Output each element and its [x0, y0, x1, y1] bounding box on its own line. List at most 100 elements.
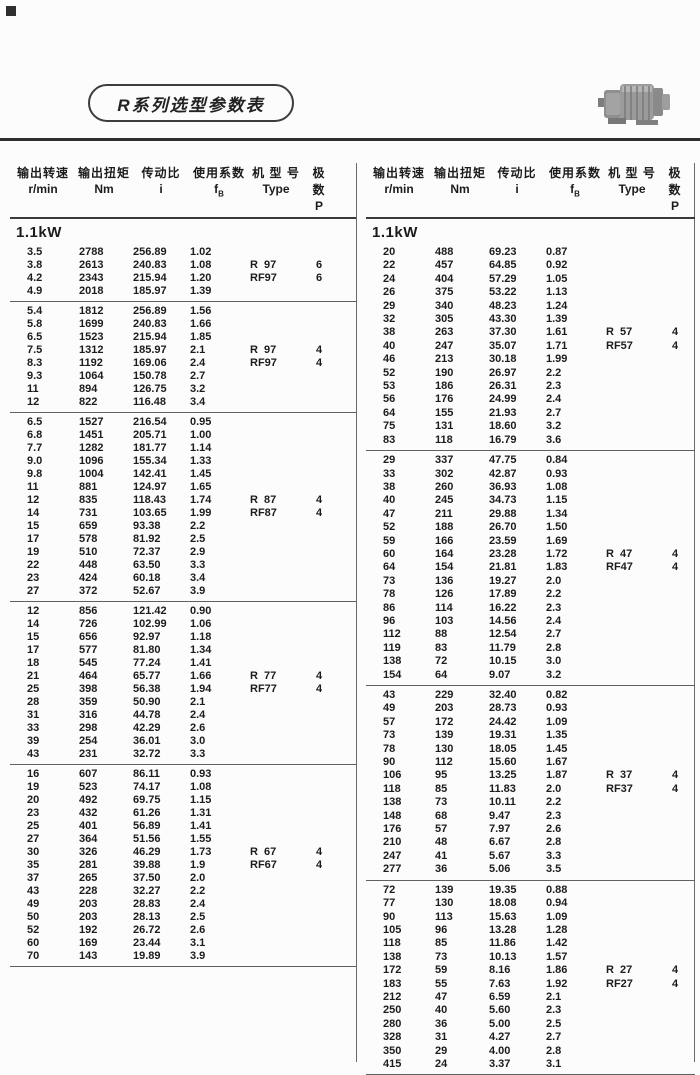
gearmotor-illustration [598, 84, 670, 125]
cell-poles [660, 246, 690, 259]
cell-service-factor: 1.09 [546, 910, 568, 923]
cell-service-factor: 1.55 [190, 833, 212, 845]
cell-type [604, 1031, 660, 1044]
table-row: 210 48 6.67 2.8 [366, 836, 695, 849]
cell-speed-rpm: 23 [27, 807, 40, 819]
table-row: 25 398 56.38 1.94 RF77 4 [10, 683, 356, 696]
cell-speed-rpm: 4.9 [27, 285, 43, 297]
cell-service-factor: 1.66 [190, 670, 212, 682]
cell-poles: 4 [672, 326, 679, 339]
header-speed: 输出转速 r/min [16, 166, 69, 196]
table-row: 39 254 36.01 3.0 [10, 735, 356, 748]
table-column-right: 输出转速 r/min 输出扭矩 Nm 传动比 i 使用系数 fB 机 型 号 T… [356, 163, 695, 1075]
cell-ratio-i: 205.71 [133, 429, 167, 441]
cell-ratio-i: 240.83 [133, 259, 167, 271]
cell-ratio-i: 26.70 [489, 521, 517, 534]
cell-torque-nm: 169 [79, 937, 98, 949]
cell-service-factor: 1.18 [190, 631, 212, 643]
cell-ratio-i: 56.38 [133, 683, 161, 695]
cell-speed-rpm: 5.8 [27, 318, 43, 330]
cell-service-factor: 2.4 [190, 898, 206, 910]
cell-type [248, 898, 304, 911]
cell-ratio-i: 10.15 [489, 655, 517, 668]
cell-service-factor: 2.3 [546, 601, 562, 614]
cell-torque-nm: 131 [435, 420, 454, 433]
cell-type [248, 481, 304, 494]
table-row: 60 169 23.44 3.1 [10, 937, 356, 950]
cell-speed-rpm: 19 [27, 781, 40, 793]
cell-torque-nm: 88 [435, 628, 448, 641]
cell-poles [660, 911, 690, 924]
cell-poles [304, 605, 334, 618]
cell-ratio-i: 42.87 [489, 467, 517, 480]
cell-speed-rpm: 38 [383, 326, 396, 339]
cell-poles: 6 [316, 272, 323, 284]
cell-service-factor: 2.7 [546, 406, 562, 419]
cell-service-factor: 2.5 [190, 911, 206, 923]
cell-service-factor: 2.2 [190, 885, 206, 897]
cell-service-factor: 1.34 [190, 644, 212, 656]
cell-torque-nm: 305 [435, 313, 454, 326]
cell-service-factor: 1.41 [190, 657, 212, 669]
cell-ratio-i: 26.31 [489, 380, 517, 393]
cell-ratio-i: 215.94 [133, 331, 167, 343]
cell-torque-nm: 118 [435, 433, 453, 446]
table-row: 6.8 1451 205.71 1.00 [10, 429, 356, 442]
cell-type [604, 823, 660, 836]
cell-ratio-i: 12.54 [489, 628, 517, 641]
cell-torque-nm: 136 [435, 574, 454, 587]
cell-service-factor: 1.35 [546, 729, 568, 742]
cell-type: R 37 [606, 769, 633, 782]
cell-poles [304, 631, 334, 644]
table-row: 30 326 46.29 1.73 R 67 4 [10, 846, 356, 859]
cell-speed-rpm: 4.2 [27, 272, 43, 284]
cell-service-factor: 1.61 [546, 326, 568, 339]
cell-ratio-i: 69.75 [133, 794, 161, 806]
cell-torque-nm: 424 [79, 572, 98, 584]
cell-type: R 97 [250, 344, 277, 356]
cell-torque-nm: 186 [435, 380, 454, 393]
cell-ratio-i: 15.60 [489, 756, 517, 769]
table-row: 33 298 42.29 2.6 [10, 722, 356, 735]
cell-ratio-i: 4.27 [489, 1031, 511, 1044]
cell-poles [660, 850, 690, 863]
cell-speed-rpm: 28 [27, 696, 40, 708]
cell-speed-rpm: 19 [27, 546, 40, 558]
header-ratio: 传动比 i [497, 166, 537, 196]
cell-speed-rpm: 23 [27, 572, 40, 584]
cell-type [248, 585, 304, 598]
cell-poles [304, 331, 334, 344]
table-row: 17 577 81.80 1.34 [10, 644, 356, 657]
cell-torque-nm: 203 [435, 702, 454, 715]
cell-poles [304, 305, 334, 318]
data-block-r77: 12 856 121.42 0.90 14 726 102.99 1.06 15 656 92.97… [10, 602, 356, 765]
cell-type [248, 833, 304, 846]
cell-poles: 4 [672, 561, 679, 574]
cell-ratio-i: 155.34 [133, 455, 167, 467]
cell-ratio-i: 9.07 [489, 668, 511, 681]
cell-torque-nm: 143 [79, 950, 98, 962]
cell-type [604, 628, 660, 641]
cell-type [604, 716, 660, 729]
cell-service-factor: 2.4 [546, 614, 562, 627]
table-row: 12 822 116.48 3.4 [10, 396, 356, 409]
cell-torque-nm: 731 [79, 507, 98, 519]
cell-service-factor: 1.14 [190, 442, 212, 454]
data-block-r97-4p: 5.4 1812 256.89 1.56 5.8 1699 240.83 1.66 6.5 152… [10, 302, 356, 413]
cell-type [604, 468, 660, 481]
cell-torque-nm: 364 [79, 833, 98, 845]
table-row: 138 72 10.15 3.0 [366, 655, 695, 668]
cell-type: RF27 [606, 977, 633, 990]
data-block-r37: 43 229 32.40 0.82 49 203 28.73 0.93 57 172 24.42 1.… [366, 686, 695, 881]
cell-service-factor: 3.4 [190, 396, 206, 408]
header-type: 机 型 号 Type [252, 166, 300, 196]
cell-torque-nm: 1699 [79, 318, 104, 330]
header-torque: 输出扭矩 Nm [77, 166, 130, 196]
table-row: 119 83 11.79 2.8 [366, 642, 695, 655]
cell-ratio-i: 21.81 [489, 561, 517, 574]
cell-type [604, 836, 660, 849]
cell-service-factor: 1.67 [546, 756, 568, 769]
cell-ratio-i: 51.56 [133, 833, 161, 845]
cell-type: R 77 [250, 670, 277, 682]
